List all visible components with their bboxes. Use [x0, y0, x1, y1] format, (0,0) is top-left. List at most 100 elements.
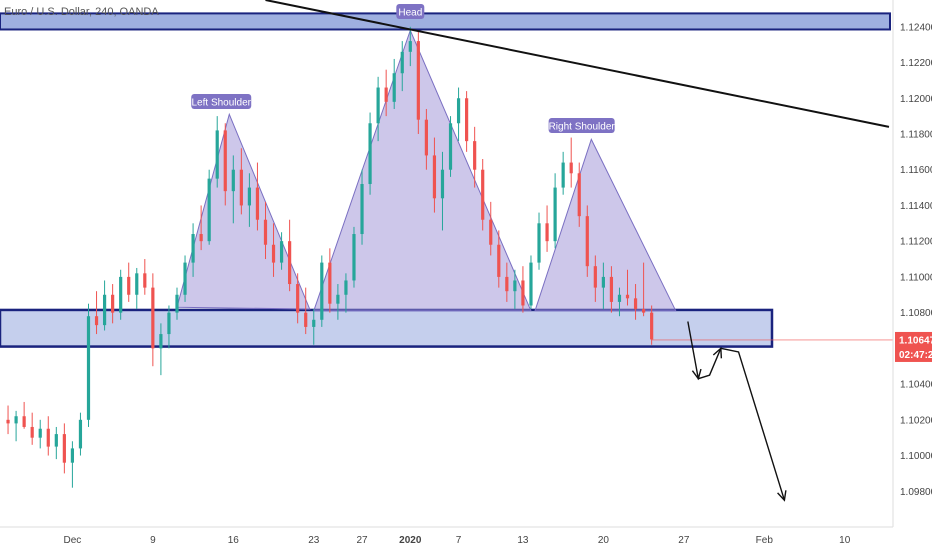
- price-tick-label: 1.12200: [900, 58, 932, 69]
- candle-body: [239, 169, 243, 206]
- candle-body: [601, 276, 605, 288]
- price-tick-label: 1.10000: [900, 451, 932, 462]
- candle-body: [279, 241, 284, 263]
- candle-body: [384, 87, 388, 102]
- candle-body: [167, 312, 171, 335]
- candle-body: [22, 416, 26, 427]
- candle-body: [135, 273, 139, 295]
- time-tick-label: Dec: [64, 535, 82, 546]
- time-tick-label: 23: [308, 535, 320, 546]
- candle-body: [585, 216, 589, 267]
- candle-body: [328, 262, 332, 304]
- candle-body: [577, 173, 581, 217]
- neckline-zone: [0, 308, 774, 348]
- candle-body: [360, 184, 364, 235]
- candle-body: [151, 287, 155, 349]
- candle-body: [642, 309, 646, 313]
- resistance-zone: [0, 12, 891, 31]
- countdown-text: 02:47:21: [899, 350, 932, 361]
- candle-body: [473, 141, 477, 170]
- candle-body: [296, 284, 300, 313]
- price-tick-label: 1.10200: [900, 415, 932, 426]
- trendline: [265, 0, 890, 128]
- arrow-head-down-2: [777, 490, 787, 502]
- candle-body: [561, 162, 565, 188]
- candle-body: [400, 51, 404, 74]
- head-label: Head: [396, 4, 425, 19]
- price-tick-label: 1.11000: [900, 272, 932, 283]
- candle-body: [199, 234, 203, 242]
- head-label-text: Head: [398, 8, 422, 19]
- candle-body: [497, 244, 501, 277]
- candle-body: [625, 294, 630, 299]
- price-tick-label: 1.10400: [900, 380, 932, 391]
- time-tick-label: 13: [517, 535, 529, 546]
- left-shoulder-label-bg: [191, 94, 252, 109]
- candle-body: [529, 262, 533, 306]
- time-tick-label: 9: [150, 535, 156, 546]
- price-tick-label: 1.11400: [900, 201, 932, 212]
- candle-body: [263, 219, 268, 245]
- candle-body: [376, 87, 380, 124]
- candle-body: [102, 294, 107, 326]
- candle-body: [119, 276, 123, 313]
- candle-body: [617, 294, 622, 302]
- time-tick-label: 10: [839, 535, 851, 546]
- candle-body: [14, 416, 18, 424]
- candle-body: [650, 312, 654, 340]
- candle-body: [191, 234, 195, 263]
- arrow-head-up: [712, 346, 723, 359]
- candle-body: [159, 334, 163, 349]
- price-tick-label: 1.09800: [900, 487, 932, 498]
- candle-body: [432, 155, 437, 199]
- candle-body: [521, 280, 525, 306]
- candle-body: [223, 130, 227, 192]
- candle-body: [368, 123, 372, 185]
- candle-body: [54, 434, 58, 447]
- candle-body: [553, 187, 557, 242]
- candle-body: [448, 123, 453, 170]
- right-shoulder-label-text: Right Shoulder: [549, 122, 616, 133]
- time-tick-label: 16: [228, 535, 240, 546]
- candle-body: [127, 276, 131, 295]
- price-tick-label: 1.12400: [900, 22, 932, 33]
- arrow-head-down-1: [691, 368, 702, 381]
- candle-body: [231, 169, 235, 192]
- candle-body: [143, 273, 147, 288]
- candle-body: [456, 98, 461, 124]
- projection-path: [687, 321, 786, 501]
- time-tick-label: 7: [456, 535, 462, 546]
- candle-body: [271, 244, 276, 263]
- candle-body: [38, 428, 42, 438]
- candle-body: [215, 130, 219, 179]
- left-shoulder-triangle: [176, 112, 311, 310]
- price-tick-label: 1.11200: [900, 237, 932, 248]
- price-tick-label: 1.10800: [900, 308, 932, 319]
- left-shoulder-label-text: Left Shoulder: [191, 98, 251, 109]
- right-shoulder-label: Right Shoulder: [549, 118, 616, 133]
- candle-body: [288, 241, 292, 285]
- candle-body: [94, 316, 99, 326]
- candle-body: [320, 262, 324, 320]
- price-tick-label: 1.12000: [900, 94, 932, 105]
- candle-body: [609, 276, 614, 302]
- candle-body: [416, 41, 420, 120]
- candle-body: [336, 294, 340, 304]
- time-tick-label: 2020: [399, 535, 422, 546]
- right-shoulder-triangle: [534, 138, 677, 312]
- candle-body: [247, 187, 251, 206]
- candle-body: [6, 419, 10, 424]
- candle-body: [62, 434, 66, 463]
- time-tick-label: 27: [356, 535, 368, 546]
- candle-body: [489, 219, 493, 245]
- candle-body: [86, 316, 91, 420]
- candle-body: [207, 178, 211, 242]
- candle-body: [537, 223, 541, 263]
- time-tick-label: 27: [678, 535, 690, 546]
- candle-body: [545, 223, 549, 242]
- candle-body: [408, 41, 412, 52]
- candle-body: [633, 298, 638, 310]
- price-tick-label: 1.11600: [900, 165, 932, 176]
